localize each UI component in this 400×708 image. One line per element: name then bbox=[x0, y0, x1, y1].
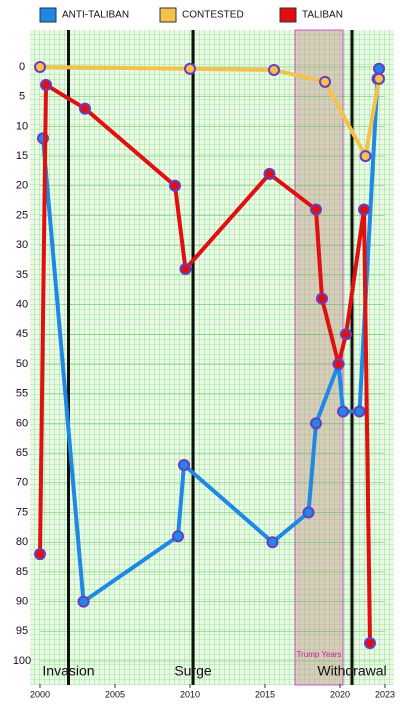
y-tick-label: 90 bbox=[16, 596, 28, 608]
y-tick-label: 30 bbox=[16, 239, 28, 251]
point bbox=[40, 78, 52, 91]
point bbox=[172, 530, 184, 543]
point bbox=[302, 506, 315, 519]
point bbox=[310, 203, 322, 216]
y-tick-label: 70 bbox=[16, 477, 28, 489]
point bbox=[340, 328, 352, 341]
series-line bbox=[41, 68, 381, 604]
point bbox=[353, 405, 366, 418]
point bbox=[79, 102, 91, 115]
y-tick-label: 75 bbox=[16, 506, 28, 518]
series-line bbox=[38, 82, 372, 644]
point bbox=[268, 63, 280, 76]
y-tick-label: 25 bbox=[16, 209, 28, 221]
point bbox=[358, 203, 370, 216]
y-tick-label: 15 bbox=[16, 150, 28, 162]
point bbox=[179, 262, 192, 275]
y-tick-label: 100 bbox=[13, 655, 31, 667]
point bbox=[359, 150, 372, 163]
series-line bbox=[39, 65, 381, 159]
legend-label: ANTI-TALIBAN bbox=[62, 10, 129, 21]
x-tick-label: 2020 bbox=[330, 689, 350, 699]
legend-label: TALIBAN bbox=[302, 10, 343, 21]
event-label: Surge bbox=[174, 663, 212, 679]
y-tick-label: 65 bbox=[16, 447, 28, 459]
y-tick-label: 5 bbox=[19, 91, 25, 103]
point bbox=[373, 62, 385, 75]
y-tick-label: 95 bbox=[16, 625, 28, 637]
y-tick-label: 45 bbox=[16, 328, 28, 340]
y-tick-label: 20 bbox=[16, 180, 28, 192]
x-tick-label: 2023 bbox=[375, 689, 395, 699]
legend-swatch bbox=[279, 7, 297, 23]
point bbox=[266, 536, 279, 549]
point bbox=[34, 61, 46, 73]
event-label: Invasion bbox=[42, 663, 94, 679]
point bbox=[178, 458, 190, 471]
legend-swatch bbox=[159, 7, 177, 23]
event-label: Withdrawal bbox=[317, 663, 386, 679]
y-tick-label: 35 bbox=[16, 269, 28, 281]
point bbox=[34, 548, 46, 561]
x-tick-label: 2005 bbox=[105, 689, 125, 699]
y-tick-label: 80 bbox=[16, 536, 28, 548]
point bbox=[184, 62, 196, 75]
point bbox=[310, 417, 322, 430]
x-tick-label: 2015 bbox=[255, 689, 275, 699]
plot-background bbox=[30, 30, 394, 685]
legend-label: CONTESTED bbox=[182, 10, 244, 21]
point bbox=[316, 292, 328, 305]
y-tick-label: 0 bbox=[19, 61, 25, 73]
y-tick-label: 50 bbox=[16, 358, 28, 370]
y-tick-label: 10 bbox=[16, 120, 28, 132]
x-tick-label: 2010 bbox=[180, 689, 200, 699]
y-tick-label: 60 bbox=[16, 417, 28, 429]
legend-background bbox=[0, 0, 400, 30]
y-tick-label: 85 bbox=[16, 566, 28, 578]
shaded-label: Trump Years bbox=[296, 650, 341, 659]
point bbox=[263, 167, 276, 180]
point bbox=[332, 358, 345, 370]
y-tick-label: 55 bbox=[16, 388, 28, 400]
point bbox=[169, 179, 181, 192]
point bbox=[319, 75, 331, 88]
legend-swatch bbox=[39, 7, 57, 23]
point bbox=[373, 72, 385, 85]
y-tick-label: 40 bbox=[16, 299, 28, 311]
point bbox=[77, 595, 90, 608]
point bbox=[337, 405, 349, 418]
x-tick-label: 2000 bbox=[30, 689, 50, 699]
point bbox=[364, 637, 376, 650]
